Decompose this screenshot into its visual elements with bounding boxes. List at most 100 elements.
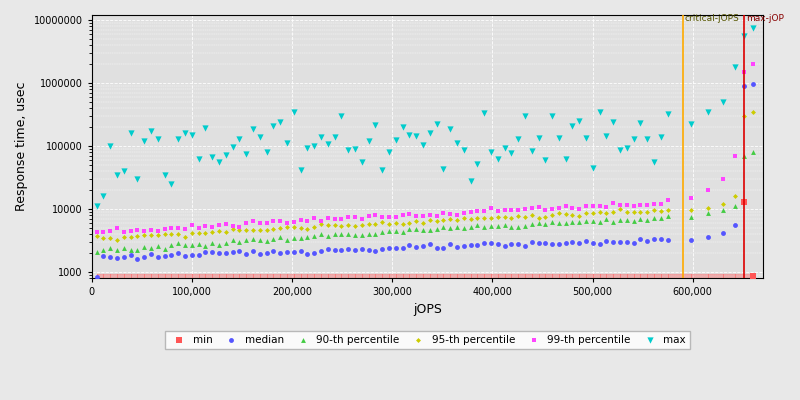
median — [662, 237, 674, 244]
95-th percentile — [430, 218, 443, 224]
95-th percentile — [410, 218, 422, 224]
median — [559, 240, 572, 246]
90-th percentile — [294, 235, 307, 241]
max — [450, 139, 463, 146]
max — [580, 135, 593, 142]
99-th percentile — [287, 219, 300, 226]
99-th percentile — [458, 210, 470, 216]
median — [178, 252, 191, 259]
Text: max-jOP: max-jOP — [746, 14, 784, 23]
max — [586, 165, 599, 171]
95-th percentile — [478, 215, 490, 222]
90-th percentile — [662, 213, 674, 220]
99-th percentile — [512, 207, 525, 213]
95-th percentile — [746, 108, 759, 115]
median — [226, 249, 239, 256]
99-th percentile — [240, 220, 253, 226]
max — [328, 134, 341, 140]
95-th percentile — [594, 209, 606, 216]
median — [417, 243, 430, 249]
max — [614, 147, 626, 153]
median — [621, 239, 634, 245]
99-th percentile — [382, 213, 395, 220]
95-th percentile — [702, 204, 714, 211]
90-th percentile — [335, 231, 348, 238]
99-th percentile — [729, 152, 742, 159]
90-th percentile — [532, 220, 545, 226]
max — [335, 112, 348, 119]
median — [464, 241, 477, 248]
95-th percentile — [206, 229, 218, 236]
median — [566, 239, 579, 246]
95-th percentile — [118, 234, 130, 240]
median — [526, 239, 538, 246]
median — [498, 242, 511, 249]
99-th percentile — [594, 202, 606, 209]
99-th percentile — [491, 208, 504, 214]
99-th percentile — [314, 218, 327, 224]
median — [314, 248, 327, 254]
99-th percentile — [403, 211, 416, 217]
max — [349, 146, 362, 152]
99-th percentile — [267, 218, 280, 224]
90-th percentile — [471, 222, 484, 228]
max — [110, 172, 123, 178]
95-th percentile — [138, 232, 150, 238]
median — [90, 274, 103, 281]
99-th percentile — [614, 202, 626, 208]
90-th percentile — [738, 152, 750, 159]
99-th percentile — [376, 214, 389, 220]
max — [505, 150, 518, 156]
99-th percentile — [97, 229, 110, 236]
99-th percentile — [233, 224, 246, 230]
99-th percentile — [274, 218, 286, 224]
median — [586, 240, 599, 246]
median — [634, 236, 647, 243]
max — [648, 158, 661, 165]
95-th percentile — [648, 206, 661, 213]
median — [369, 247, 382, 254]
90-th percentile — [145, 244, 158, 251]
95-th percentile — [151, 232, 164, 238]
90-th percentile — [138, 244, 150, 250]
95-th percentile — [240, 227, 253, 234]
90-th percentile — [746, 149, 759, 155]
95-th percentile — [600, 210, 613, 216]
90-th percentile — [478, 224, 490, 230]
median — [240, 251, 253, 257]
90-th percentile — [410, 226, 422, 232]
median — [485, 240, 498, 247]
99-th percentile — [131, 227, 144, 234]
90-th percentile — [369, 230, 382, 237]
median — [233, 248, 246, 255]
90-th percentile — [594, 219, 606, 225]
90-th percentile — [355, 232, 368, 238]
95-th percentile — [131, 233, 144, 240]
90-th percentile — [246, 236, 259, 242]
99-th percentile — [165, 225, 178, 232]
95-th percentile — [267, 226, 280, 232]
median — [281, 248, 294, 255]
99-th percentile — [355, 216, 368, 222]
99-th percentile — [654, 201, 667, 208]
90-th percentile — [518, 222, 531, 229]
99-th percentile — [526, 205, 538, 212]
median — [403, 242, 416, 248]
90-th percentile — [423, 227, 436, 234]
max — [621, 144, 634, 151]
max — [444, 126, 457, 132]
median — [532, 240, 545, 246]
max — [746, 25, 759, 31]
90-th percentile — [627, 217, 640, 224]
max — [539, 156, 552, 163]
median — [246, 248, 259, 254]
95-th percentile — [199, 230, 212, 236]
max — [546, 113, 558, 119]
max — [526, 147, 538, 154]
max — [437, 166, 450, 172]
95-th percentile — [281, 224, 294, 231]
median — [151, 254, 164, 260]
95-th percentile — [233, 227, 246, 233]
max — [219, 152, 232, 159]
90-th percentile — [322, 233, 334, 239]
